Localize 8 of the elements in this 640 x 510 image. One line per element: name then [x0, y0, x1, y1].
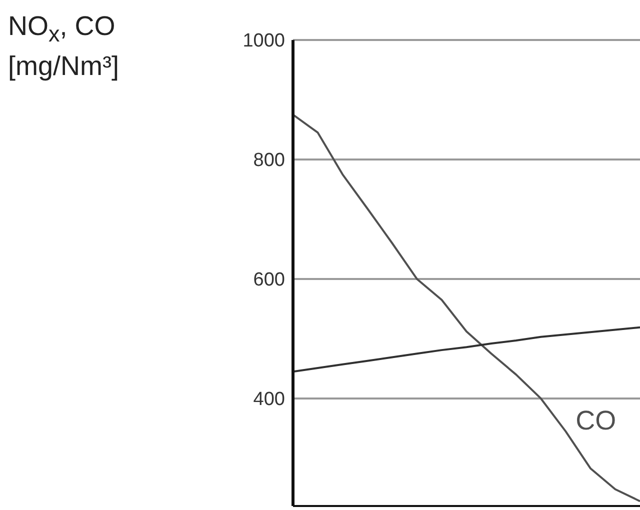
y-tick-label: 800 [253, 150, 285, 172]
series-label: CO [576, 405, 616, 436]
y-tick-label: 1000 [242, 30, 285, 52]
y-tick-label: 400 [253, 389, 285, 410]
line-series [293, 114, 640, 502]
y-tick-label: 600 [253, 270, 285, 291]
line-series [293, 326, 640, 373]
y-axis-title: NO$_{x}$, CO [mg/Nm³] [8, 10, 120, 84]
